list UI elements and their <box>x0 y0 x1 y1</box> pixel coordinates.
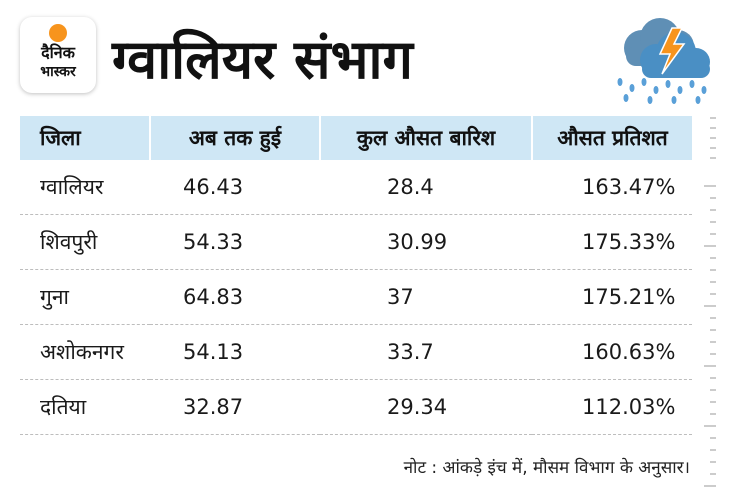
cell-rain-so-far: 46.43 <box>150 160 320 215</box>
footnote: नोट : आंकड़े इंच में, मौसम विभाग के अनुस… <box>403 458 690 478</box>
decorative-rain-gauge-ticks <box>700 112 716 490</box>
cell-district: शिवपुरी <box>20 214 150 270</box>
logo-text-line2: भास्कर <box>40 64 76 80</box>
dainik-bhaskar-logo: दैनिक भास्कर <box>20 17 96 93</box>
table-row: गुना 64.83 37 175.21% <box>20 269 692 325</box>
table-row: अशोकनगर 54.13 33.7 160.63% <box>20 324 692 380</box>
cell-total-average: 30.99 <box>320 214 532 270</box>
header-average-percent: औसत प्रतिशत <box>531 116 692 160</box>
lightning-bolt <box>658 27 686 75</box>
header-district: जिला <box>20 116 150 160</box>
cell-average-percent: 175.21% <box>532 269 692 325</box>
table-row: ग्वालियर 46.43 28.4 163.47% <box>20 160 692 215</box>
rainfall-table: जिला अब तक हुई कुल औसत बारिश औसत प्रतिशत… <box>20 116 692 435</box>
page-title: ग्वालियर संभाग <box>112 28 413 91</box>
cell-district: दतिया <box>20 379 150 435</box>
cell-district: गुना <box>20 269 150 325</box>
rainfall-table-container: जिला अब तक हुई कुल औसत बारिश औसत प्रतिशत… <box>20 116 692 435</box>
cell-total-average: 28.4 <box>320 160 532 215</box>
rain-cloud-lightning-icon <box>612 14 718 106</box>
cell-average-percent: 160.63% <box>532 324 692 380</box>
cell-average-percent: 175.33% <box>532 214 692 270</box>
logo-sun-icon <box>49 24 67 42</box>
cell-average-percent: 163.47% <box>532 160 692 215</box>
table-row: शिवपुरी 54.33 30.99 175.33% <box>20 214 692 270</box>
table-row: दतिया 32.87 29.34 112.03% <box>20 379 692 435</box>
cell-average-percent: 112.03% <box>532 379 692 435</box>
cell-district: अशोकनगर <box>20 324 150 380</box>
logo-text-line1: दैनिक <box>41 43 75 62</box>
table-header-row: जिला अब तक हुई कुल औसत बारिश औसत प्रतिशत <box>20 116 692 160</box>
cell-rain-so-far: 54.33 <box>150 214 320 270</box>
cell-rain-so-far: 64.83 <box>150 269 320 325</box>
header-rain-so-far: अब तक हुई <box>149 116 320 160</box>
cell-rain-so-far: 54.13 <box>150 324 320 380</box>
cell-total-average: 29.34 <box>320 379 532 435</box>
cell-total-average: 37 <box>320 269 532 325</box>
cell-total-average: 33.7 <box>320 324 532 380</box>
header-total-average-rain: कुल औसत बारिश <box>319 116 532 160</box>
cell-rain-so-far: 32.87 <box>150 379 320 435</box>
cell-district: ग्वालियर <box>20 160 150 215</box>
